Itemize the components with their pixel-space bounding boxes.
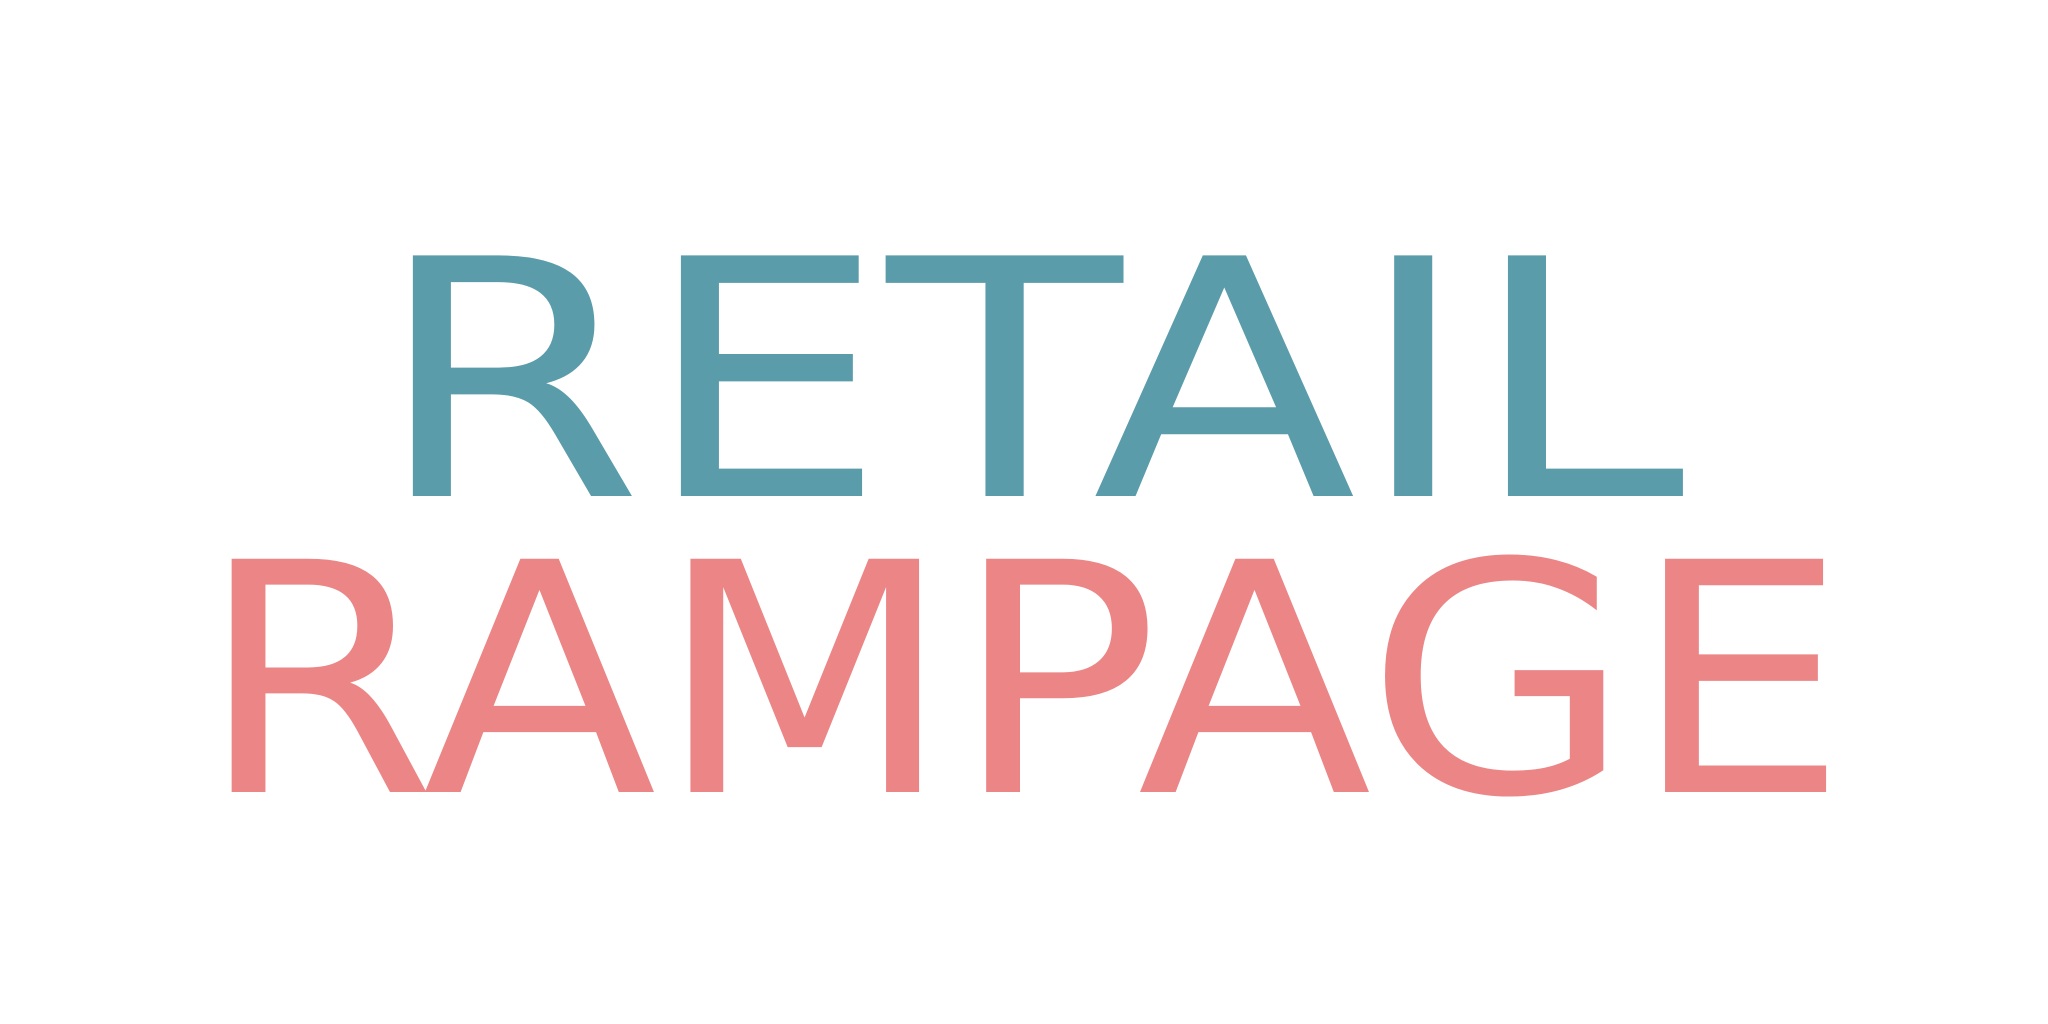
logo-line-1: RETAIL	[375, 190, 1687, 574]
logo-line-2: RAMPAGE	[198, 496, 1848, 868]
